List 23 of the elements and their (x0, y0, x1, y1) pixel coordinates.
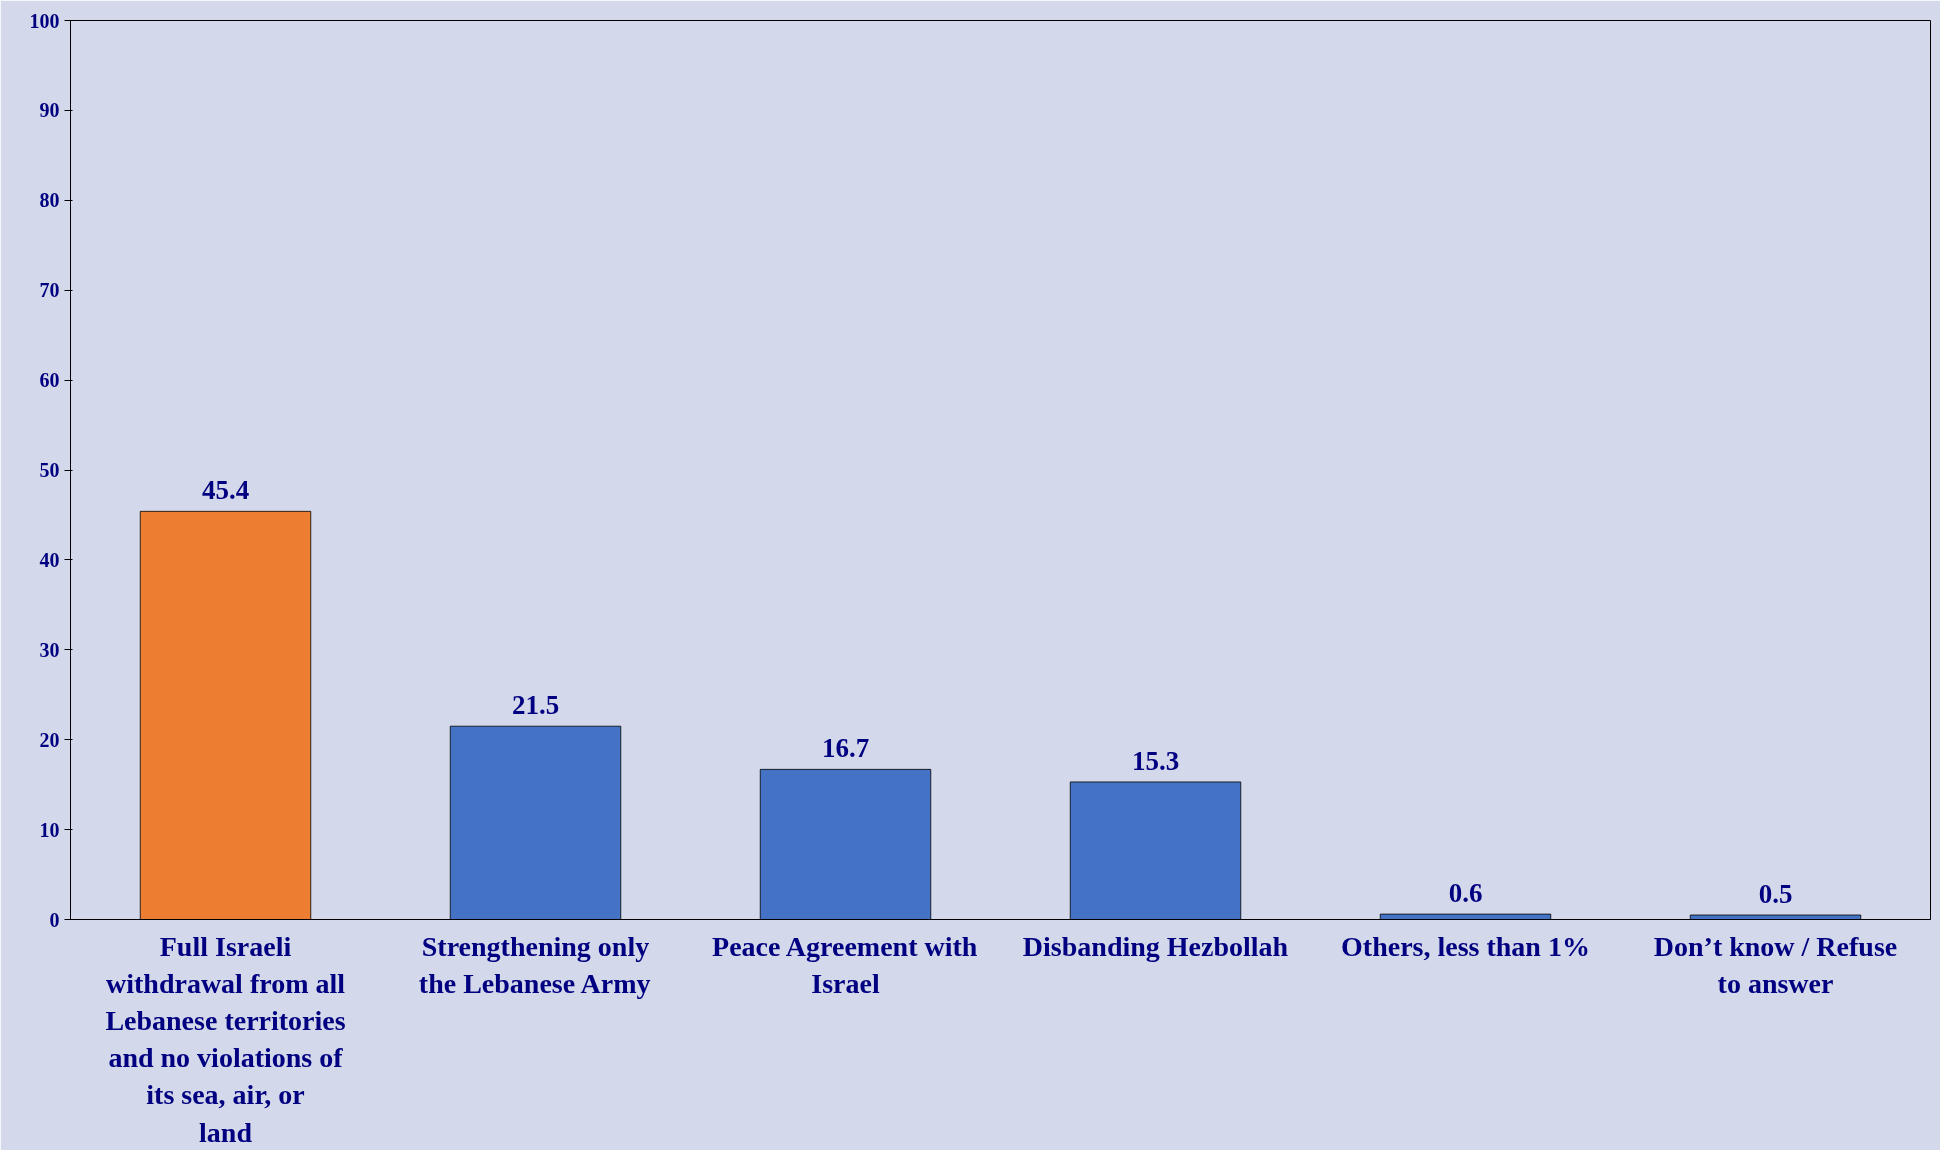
y-tick-label: 50 (39, 459, 60, 481)
y-tick-label: 10 (39, 818, 60, 841)
y-tick-label: 40 (39, 548, 60, 571)
data-label: 16.7 (821, 733, 870, 764)
x-tick-label: Strengthening only the Lebanese Army (418, 930, 651, 999)
data-label: 45.4 (201, 475, 250, 506)
data-label: 21.5 (511, 690, 560, 721)
x-tick-label: Peace Agreement with Israel (712, 930, 978, 999)
y-tick-label: 30 (39, 638, 60, 661)
x-tick-label: Others, less than 1% (1341, 930, 1590, 962)
data-label: 0.5 (1758, 879, 1793, 910)
y-tick-label: 70 (39, 279, 60, 302)
y-tick-label: 20 (39, 728, 60, 751)
x-tick-label: Disbanding Hezbollah (1022, 930, 1289, 962)
y-tick-label: 100 (29, 9, 60, 32)
x-tick-label: Don’t know / Refuse to answer (1653, 930, 1898, 999)
y-tick-label: 80 (39, 189, 60, 212)
y-tick-label: 0 (49, 908, 60, 931)
data-label: 0.6 (1448, 878, 1483, 909)
data-label: 15.3 (1131, 745, 1180, 776)
y-tick-label: 90 (39, 99, 60, 122)
x-tick-label: Full Israeli withdrawal from all Lebanese territories and no violations of its sea, air, or land (105, 930, 346, 1148)
y-tick-label: 60 (39, 369, 60, 392)
